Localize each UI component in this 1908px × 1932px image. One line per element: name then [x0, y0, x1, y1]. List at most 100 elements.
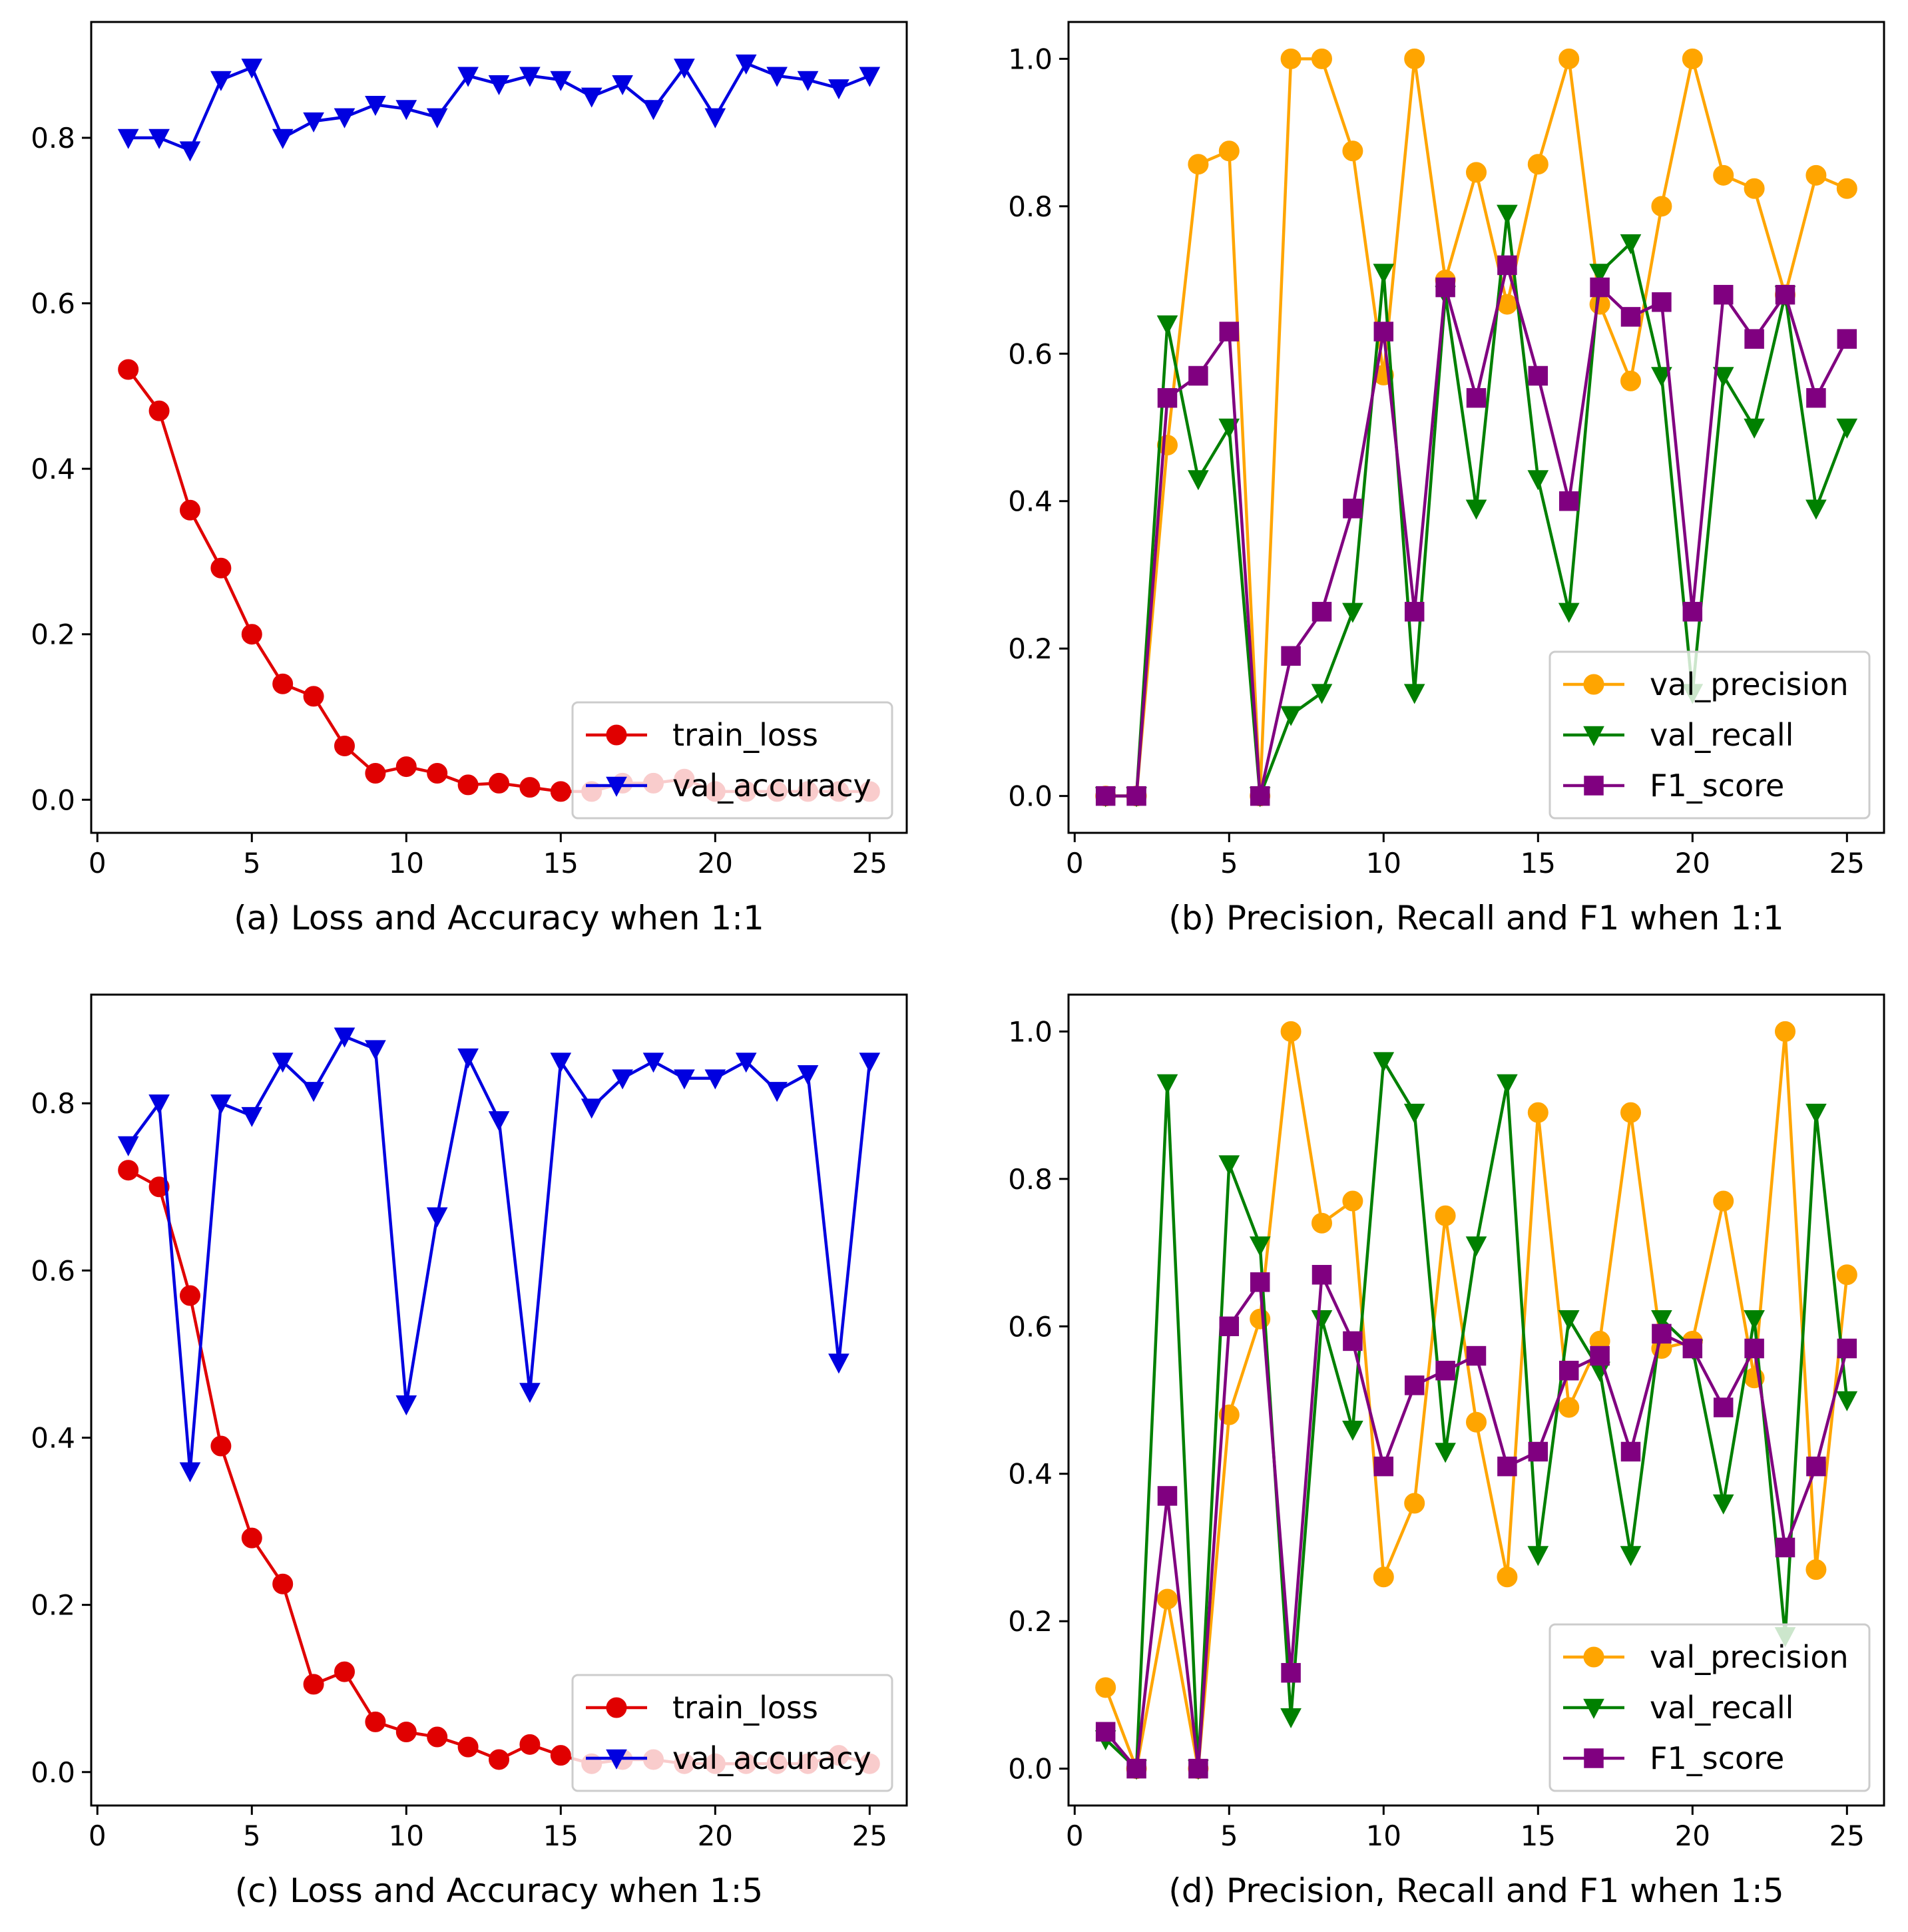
data-point-train_loss	[241, 624, 262, 645]
data-point-F1_score	[1404, 1375, 1425, 1395]
panel-a: 0 5 10 15 20 25 0.0 0.2 0.4 0.6 0.8 train_loss val_a…	[31, 21, 908, 937]
data-point-val_precision	[1744, 178, 1765, 199]
data-point-train_loss	[457, 1736, 479, 1758]
data-point-val_recall	[1527, 1546, 1549, 1567]
data-point-F1_score	[1435, 1360, 1455, 1381]
y-tick-label: 0.4	[1008, 1458, 1053, 1491]
x-tick-label: 20	[1675, 1819, 1710, 1852]
data-point-F1_score	[1281, 646, 1301, 666]
legend-box	[1549, 1623, 1871, 1792]
data-point-val_accuracy	[519, 67, 541, 87]
legend-box	[571, 1674, 893, 1792]
data-point-F1_score	[1126, 786, 1146, 806]
legend-label: val_recall	[1650, 717, 1793, 753]
data-point-val_recall	[1620, 234, 1642, 255]
x-tick-label: 25	[852, 1819, 887, 1852]
data-point-F1_score	[1837, 1338, 1857, 1359]
data-point-val_accuracy	[612, 75, 633, 96]
data-point-val_accuracy	[766, 1082, 788, 1102]
data-point-val_accuracy	[303, 112, 324, 132]
data-point-train_loss	[365, 1711, 386, 1732]
data-point-train_loss	[365, 763, 386, 784]
data-point-val_precision	[1280, 48, 1302, 69]
data-point-val_accuracy	[395, 1395, 417, 1416]
data-point-F1_score	[1713, 284, 1734, 305]
legend-label: train_loss	[672, 717, 818, 753]
data-point-train_loss	[179, 1285, 200, 1306]
x-tick-label: 15	[543, 847, 579, 879]
y-tick-label: 0.0	[31, 1756, 75, 1789]
y-tick-label: 0.2	[31, 1589, 75, 1622]
x-tick-label: 15	[1521, 847, 1556, 879]
data-point-val_recall	[1836, 418, 1858, 439]
x-tick-label: 10	[1366, 1819, 1401, 1852]
data-point-val_recall	[1403, 684, 1425, 704]
x-tick-label: 0	[1066, 1819, 1084, 1852]
data-point-val_precision	[1558, 48, 1580, 69]
data-point-val_recall	[1558, 1310, 1580, 1331]
data-point-F1_score	[1775, 284, 1795, 305]
data-point-train_loss	[210, 557, 232, 579]
data-point-F1_score	[1558, 491, 1579, 511]
data-point-F1_score	[1157, 1486, 1178, 1506]
data-point-val_precision	[1805, 164, 1827, 186]
panel-caption: (d) Precision, Recall and F1 when 1:5	[1168, 1871, 1784, 1910]
data-point-F1_score	[1095, 1722, 1116, 1742]
panel-caption: (c) Loss and Accuracy when 1:5	[235, 1871, 763, 1910]
y-tick-label: 0.0	[1008, 780, 1053, 813]
data-point-F1_score	[1219, 322, 1240, 342]
data-point-val_accuracy	[303, 1082, 324, 1102]
y-tick-label: 0.8	[1008, 190, 1053, 223]
legend-label: val_accuracy	[672, 1740, 871, 1776]
data-point-val_precision	[1404, 1493, 1425, 1514]
data-point-F1_score	[1466, 387, 1487, 408]
x-tick-label: 0	[1066, 847, 1084, 879]
data-point-val_accuracy	[859, 1053, 881, 1073]
data-point-val_accuracy	[148, 1094, 170, 1115]
data-point-val_accuracy	[859, 67, 881, 87]
legend-swatch-marker	[1583, 1698, 1604, 1719]
data-point-F1_score	[1466, 1345, 1487, 1366]
data-point-val_recall	[1805, 499, 1827, 520]
data-point-val_accuracy	[797, 71, 819, 91]
data-point-val_accuracy	[612, 1069, 633, 1090]
x-tick-label: 10	[389, 847, 424, 879]
legend-box	[1549, 650, 1871, 820]
data-point-val_recall	[1156, 1074, 1178, 1094]
data-point-F1_score	[1373, 1456, 1394, 1477]
data-point-val_accuracy	[426, 108, 448, 128]
data-point-val_accuracy	[642, 100, 664, 121]
data-point-F1_score	[1620, 307, 1641, 327]
data-point-val_precision	[1497, 1567, 1518, 1588]
data-point-val_accuracy	[704, 108, 726, 128]
data-point-val_accuracy	[519, 1383, 541, 1403]
data-point-val_recall	[1465, 1236, 1487, 1257]
y-tick-label: 0.8	[31, 122, 75, 154]
data-point-F1_score	[1682, 602, 1703, 622]
data-point-val_precision	[1527, 1102, 1549, 1123]
panel-caption: (b) Precision, Recall and F1 when 1:1	[1168, 899, 1784, 937]
data-point-val_accuracy	[704, 1069, 726, 1090]
data-point-F1_score	[1558, 1360, 1579, 1381]
y-tick-label: 0.0	[31, 784, 75, 816]
data-point-val_precision	[1342, 140, 1363, 162]
x-tick-label: 5	[243, 847, 261, 879]
x-tick-label: 10	[389, 1819, 424, 1852]
data-point-val_precision	[1620, 370, 1642, 391]
y-tick-label: 0.6	[1008, 1310, 1053, 1343]
x-tick-label: 25	[1829, 1819, 1865, 1852]
data-point-val_accuracy	[550, 1053, 572, 1073]
legend-label: F1_score	[1650, 1740, 1784, 1776]
data-point-val_accuracy	[272, 128, 294, 149]
data-point-val_accuracy	[334, 1027, 356, 1048]
data-point-val_precision	[1250, 1308, 1271, 1329]
x-tick-label: 10	[1366, 847, 1401, 879]
x-tick-label: 15	[1521, 1819, 1556, 1852]
y-tick-label: 0.8	[31, 1087, 75, 1120]
data-point-val_accuracy	[117, 1136, 139, 1156]
data-point-val_recall	[1218, 1155, 1240, 1176]
data-point-train_loss	[148, 1176, 170, 1198]
data-point-train_loss	[550, 1745, 571, 1766]
legend-swatch-marker	[1583, 1646, 1604, 1668]
